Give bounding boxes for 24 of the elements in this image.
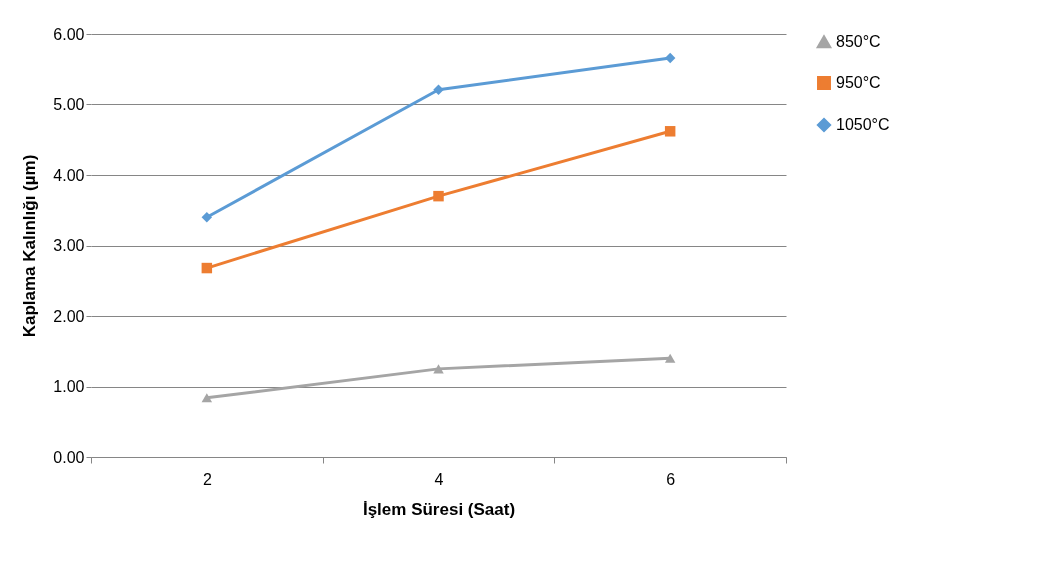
legend-label: 850°C: [836, 33, 881, 50]
point: [664, 353, 676, 363]
y-tick-label: 2.00: [53, 307, 85, 325]
point: [664, 52, 676, 64]
point: [433, 364, 444, 374]
y-tick-label: 1.00: [53, 378, 85, 395]
y-tick-label: 0.00: [53, 448, 85, 466]
x-tick-label: 4: [434, 470, 444, 488]
x-tick-label: 2: [202, 470, 212, 488]
point: [201, 262, 213, 274]
point: [664, 126, 676, 137]
point: [201, 212, 213, 223]
legend-label: 950°C: [836, 74, 881, 91]
point: [433, 84, 444, 95]
y-tick-label: 4.00: [53, 166, 85, 184]
point: [433, 190, 444, 202]
y-axis-title: Kaplama Kalınlığı (µm): [20, 154, 40, 338]
point: [201, 393, 213, 403]
legend-label: 1050°C: [836, 116, 890, 133]
y-tick-label: 5.00: [53, 96, 85, 113]
y-tick-label: 6.00: [53, 25, 85, 43]
x-axis-title: İşlem Süresi (Saat): [362, 499, 516, 519]
x-tick-label: 6: [666, 470, 676, 488]
y-tick-label: 3.00: [53, 237, 85, 254]
